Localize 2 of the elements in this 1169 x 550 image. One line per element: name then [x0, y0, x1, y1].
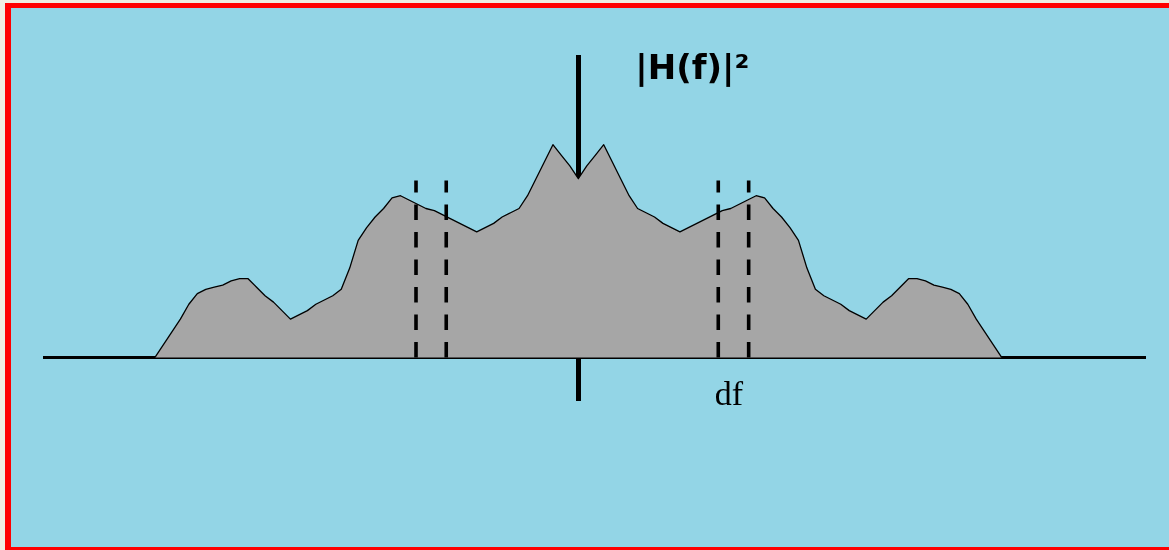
y-axis-title: |H(f)|² [635, 47, 750, 87]
text: df [714, 375, 744, 413]
